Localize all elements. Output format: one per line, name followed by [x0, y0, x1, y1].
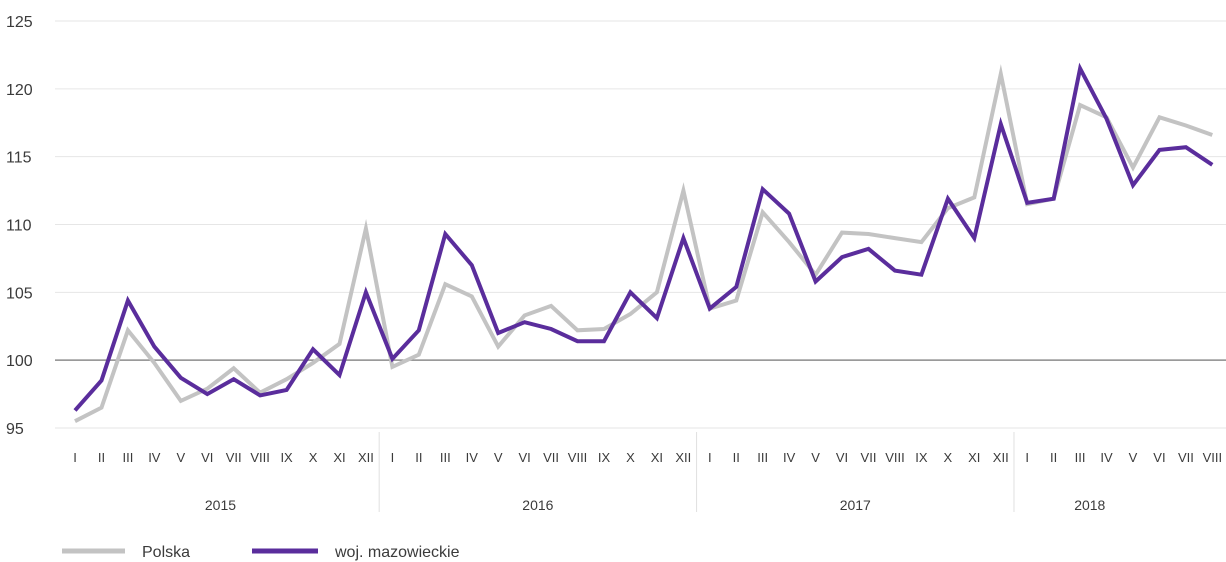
x-tick-month-label: X	[944, 450, 953, 465]
x-tick-month-label: V	[494, 450, 503, 465]
x-tick-month-label: I	[73, 450, 77, 465]
x-tick-month-label: XII	[993, 450, 1009, 465]
series-line-polska	[74, 64, 1213, 423]
x-tick-month-label: VI	[836, 450, 848, 465]
x-tick-month-label: II	[733, 450, 740, 465]
x-tick-month-label: I	[708, 450, 712, 465]
x-tick-month-label: XI	[968, 450, 980, 465]
legend-label-polska: Polska	[142, 544, 190, 561]
x-axis-month-labels: I II III IV V VI VII VIII IX X XI XII I II III IV V VI VII…	[73, 450, 1222, 465]
x-tick-month-label: X	[626, 450, 635, 465]
x-tick-month-label: III	[440, 450, 451, 465]
x-tick-month-label: VII	[1178, 450, 1194, 465]
x-tick-month-label: IX	[598, 450, 611, 465]
x-tick-month-label: VI	[201, 450, 213, 465]
x-tick-month-label: X	[309, 450, 318, 465]
x-year-label: 2018	[1074, 497, 1105, 513]
x-year-label: 2017	[840, 497, 871, 513]
x-tick-month-label: III	[1075, 450, 1086, 465]
y-axis-tick-labels: 95 100 105 110 115 120 125	[6, 14, 33, 438]
x-year-label: 2015	[205, 497, 236, 513]
x-tick-month-label: IV	[148, 450, 161, 465]
x-tick-month-label: IV	[783, 450, 796, 465]
x-tick-month-label: VI	[519, 450, 531, 465]
x-tick-month-label: I	[391, 450, 395, 465]
x-tick-month-label: V	[1129, 450, 1138, 465]
x-tick-month-label: IX	[915, 450, 928, 465]
y-tick-label: 100	[6, 353, 33, 370]
x-tick-month-label: V	[811, 450, 820, 465]
x-tick-month-label: VII	[861, 450, 877, 465]
series-line-woj-mazowieckie	[73, 62, 1214, 412]
x-tick-month-label: III	[122, 450, 133, 465]
y-tick-label: 105	[6, 285, 33, 302]
x-tick-month-label: VIII	[1203, 450, 1223, 465]
x-tick-month-label: II	[415, 450, 422, 465]
x-tick-month-label: IV	[466, 450, 479, 465]
x-tick-month-label: II	[98, 450, 105, 465]
x-tick-month-label: VI	[1153, 450, 1165, 465]
x-tick-month-label: VIII	[568, 450, 588, 465]
y-tick-label: 95	[6, 421, 24, 438]
x-tick-month-label: IX	[280, 450, 293, 465]
x-tick-month-label: VIII	[885, 450, 905, 465]
x-tick-month-label: XI	[651, 450, 663, 465]
x-tick-month-label: III	[757, 450, 768, 465]
x-tick-month-label: XII	[358, 450, 374, 465]
x-tick-month-label: XII	[675, 450, 691, 465]
gridlines	[55, 20, 1226, 512]
series-lines	[73, 62, 1214, 423]
x-tick-month-label: VII	[226, 450, 242, 465]
x-tick-month-label: I	[1025, 450, 1029, 465]
x-axis-year-labels: 2015 2016 2017 2018	[205, 497, 1106, 513]
y-tick-label: 120	[6, 82, 33, 99]
y-tick-label: 115	[6, 150, 32, 167]
x-tick-month-label: II	[1050, 450, 1057, 465]
x-tick-month-label: VIII	[250, 450, 270, 465]
y-tick-label: 110	[6, 218, 32, 235]
x-tick-month-label: V	[176, 450, 185, 465]
x-year-label: 2016	[522, 497, 553, 513]
legend: Polska woj. mazowieckie	[62, 544, 460, 561]
x-tick-month-label: IV	[1100, 450, 1113, 465]
x-tick-month-label: XI	[333, 450, 345, 465]
legend-label-woj-mazowieckie: woj. mazowieckie	[334, 544, 460, 561]
x-tick-month-label: VII	[543, 450, 559, 465]
y-tick-label: 125	[6, 14, 33, 31]
